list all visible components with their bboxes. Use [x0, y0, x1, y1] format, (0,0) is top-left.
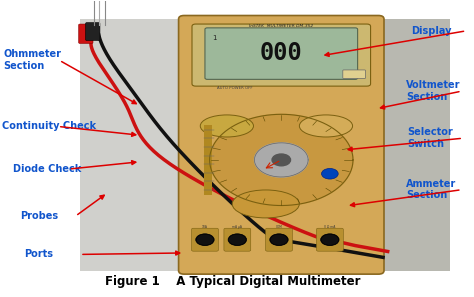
Ellipse shape: [232, 190, 299, 218]
Polygon shape: [210, 114, 353, 206]
Text: 10A: 10A: [202, 225, 208, 228]
FancyBboxPatch shape: [191, 228, 219, 251]
Circle shape: [228, 234, 246, 246]
Text: V Ω mA: V Ω mA: [324, 225, 336, 228]
Text: Display: Display: [411, 26, 451, 36]
Text: 000: 000: [260, 41, 303, 65]
Text: Selector
Switch: Selector Switch: [408, 127, 453, 149]
Circle shape: [270, 234, 288, 245]
Circle shape: [320, 234, 339, 246]
Circle shape: [228, 234, 246, 245]
FancyBboxPatch shape: [79, 24, 93, 43]
FancyBboxPatch shape: [179, 15, 384, 274]
FancyBboxPatch shape: [205, 28, 357, 79]
Text: InSTEK  MULTIMETER DM-352: InSTEK MULTIMETER DM-352: [249, 24, 313, 29]
Polygon shape: [255, 143, 308, 177]
Text: Voltmeter
Section: Voltmeter Section: [406, 80, 461, 102]
Text: mA μA: mA μA: [232, 225, 242, 228]
Bar: [80, 19, 182, 271]
Text: Ammeter
Section: Ammeter Section: [406, 179, 456, 200]
FancyBboxPatch shape: [86, 23, 100, 40]
Circle shape: [270, 234, 288, 246]
FancyBboxPatch shape: [317, 228, 343, 251]
Text: Continuity Check: Continuity Check: [2, 121, 96, 132]
Ellipse shape: [300, 115, 353, 137]
Circle shape: [321, 168, 338, 179]
FancyBboxPatch shape: [192, 24, 371, 86]
Text: AUTO POWER OFF: AUTO POWER OFF: [217, 86, 252, 90]
FancyBboxPatch shape: [224, 228, 251, 251]
Circle shape: [196, 234, 214, 246]
Ellipse shape: [201, 115, 254, 137]
Bar: [80, 19, 450, 271]
Text: COM: COM: [275, 225, 283, 228]
Text: 1: 1: [212, 35, 217, 41]
Text: Ports: Ports: [25, 249, 54, 259]
FancyBboxPatch shape: [343, 70, 365, 78]
Text: Figure 1    A Typical Digital Multimeter: Figure 1 A Typical Digital Multimeter: [105, 275, 360, 288]
Text: Ohmmeter
Section: Ohmmeter Section: [4, 49, 62, 71]
Bar: [203, 125, 212, 195]
Text: Probes: Probes: [20, 211, 58, 221]
Text: Diode Check: Diode Check: [13, 164, 82, 174]
Circle shape: [321, 234, 338, 245]
FancyBboxPatch shape: [265, 228, 292, 251]
Circle shape: [196, 234, 214, 245]
Circle shape: [272, 154, 291, 166]
